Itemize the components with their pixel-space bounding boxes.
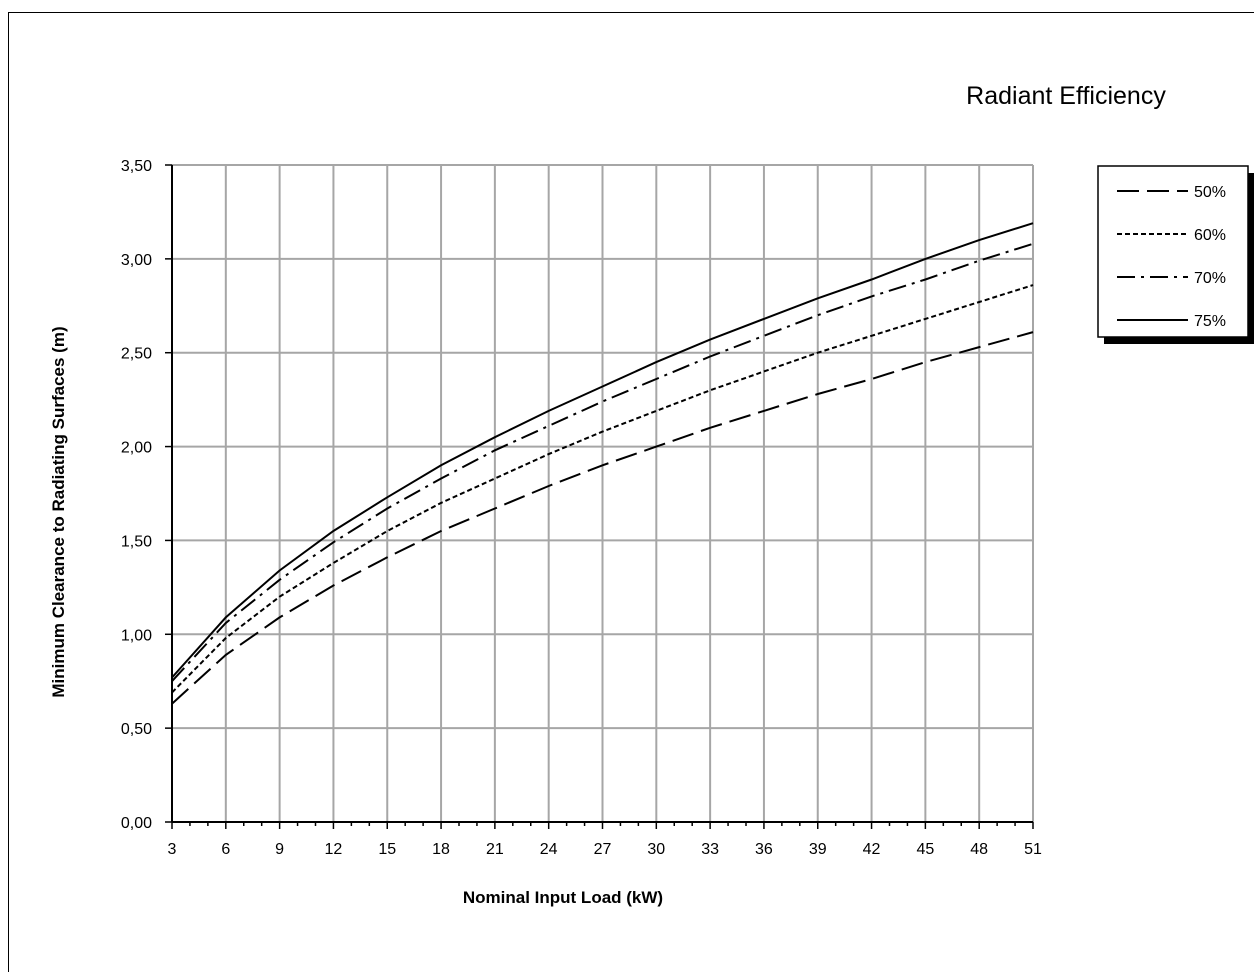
y-tick-label: 3,50 [121, 158, 152, 175]
x-tick-label: 9 [275, 841, 284, 858]
y-tick-label: 0,50 [121, 721, 152, 738]
x-tick-label: 3 [168, 841, 177, 858]
grid [172, 164, 1034, 822]
x-tick-label: 21 [486, 841, 504, 858]
legend-label: 70% [1194, 270, 1226, 287]
series-line-50pct [171, 331, 1034, 705]
y-tick-label: 1,50 [121, 533, 152, 550]
x-tick-label: 12 [325, 841, 343, 858]
x-tick-label: 6 [221, 841, 230, 858]
legend-label: 75% [1194, 313, 1226, 330]
y-tick-label: 2,50 [121, 346, 152, 363]
x-tick-label: 36 [755, 841, 773, 858]
legend-title: Radiant Efficiency [966, 82, 1166, 110]
y-tick-label: 1,00 [121, 627, 152, 644]
series [171, 222, 1034, 705]
y-tick-label: 0,00 [121, 815, 152, 832]
x-tick-label: 33 [701, 841, 719, 858]
x-tick-label: 45 [916, 841, 934, 858]
x-tick-label: 18 [432, 841, 450, 858]
x-tick-label: 39 [809, 841, 827, 858]
y-ticks: 0,00 0,50 1,00 1,50 2,00 2,50 3,00 3,50 [121, 158, 172, 832]
y-tick-label: 3,00 [121, 252, 152, 269]
x-axis-title: Nominal Input Load (kW) [463, 888, 663, 907]
y-tick-label: 2,00 [121, 440, 152, 457]
y-axis-title: Minimum Clearance to Radiating Surfaces … [49, 326, 68, 697]
legend-label: 60% [1194, 227, 1226, 244]
x-tick-label: 24 [540, 841, 558, 858]
chart-frame [8, 12, 1254, 972]
x-tick-label: 30 [647, 841, 665, 858]
series-line-75pct [171, 222, 1034, 679]
x-tick-label: 51 [1024, 841, 1042, 858]
x-tick-label: 27 [594, 841, 612, 858]
series-line-60pct [171, 284, 1034, 694]
x-tick-label: 15 [378, 841, 396, 858]
x-tick-label: 48 [970, 841, 988, 858]
legend-label: 50% [1194, 184, 1226, 201]
series-line-70pct [171, 242, 1034, 682]
x-ticks: 3 6 9 12 15 18 21 24 27 30 33 36 39 42 45 48 51 [168, 822, 1042, 858]
legend-box [1097, 165, 1249, 338]
legend: 50% 60% 70% 75% [1097, 165, 1254, 344]
x-tick-label: 42 [863, 841, 881, 858]
